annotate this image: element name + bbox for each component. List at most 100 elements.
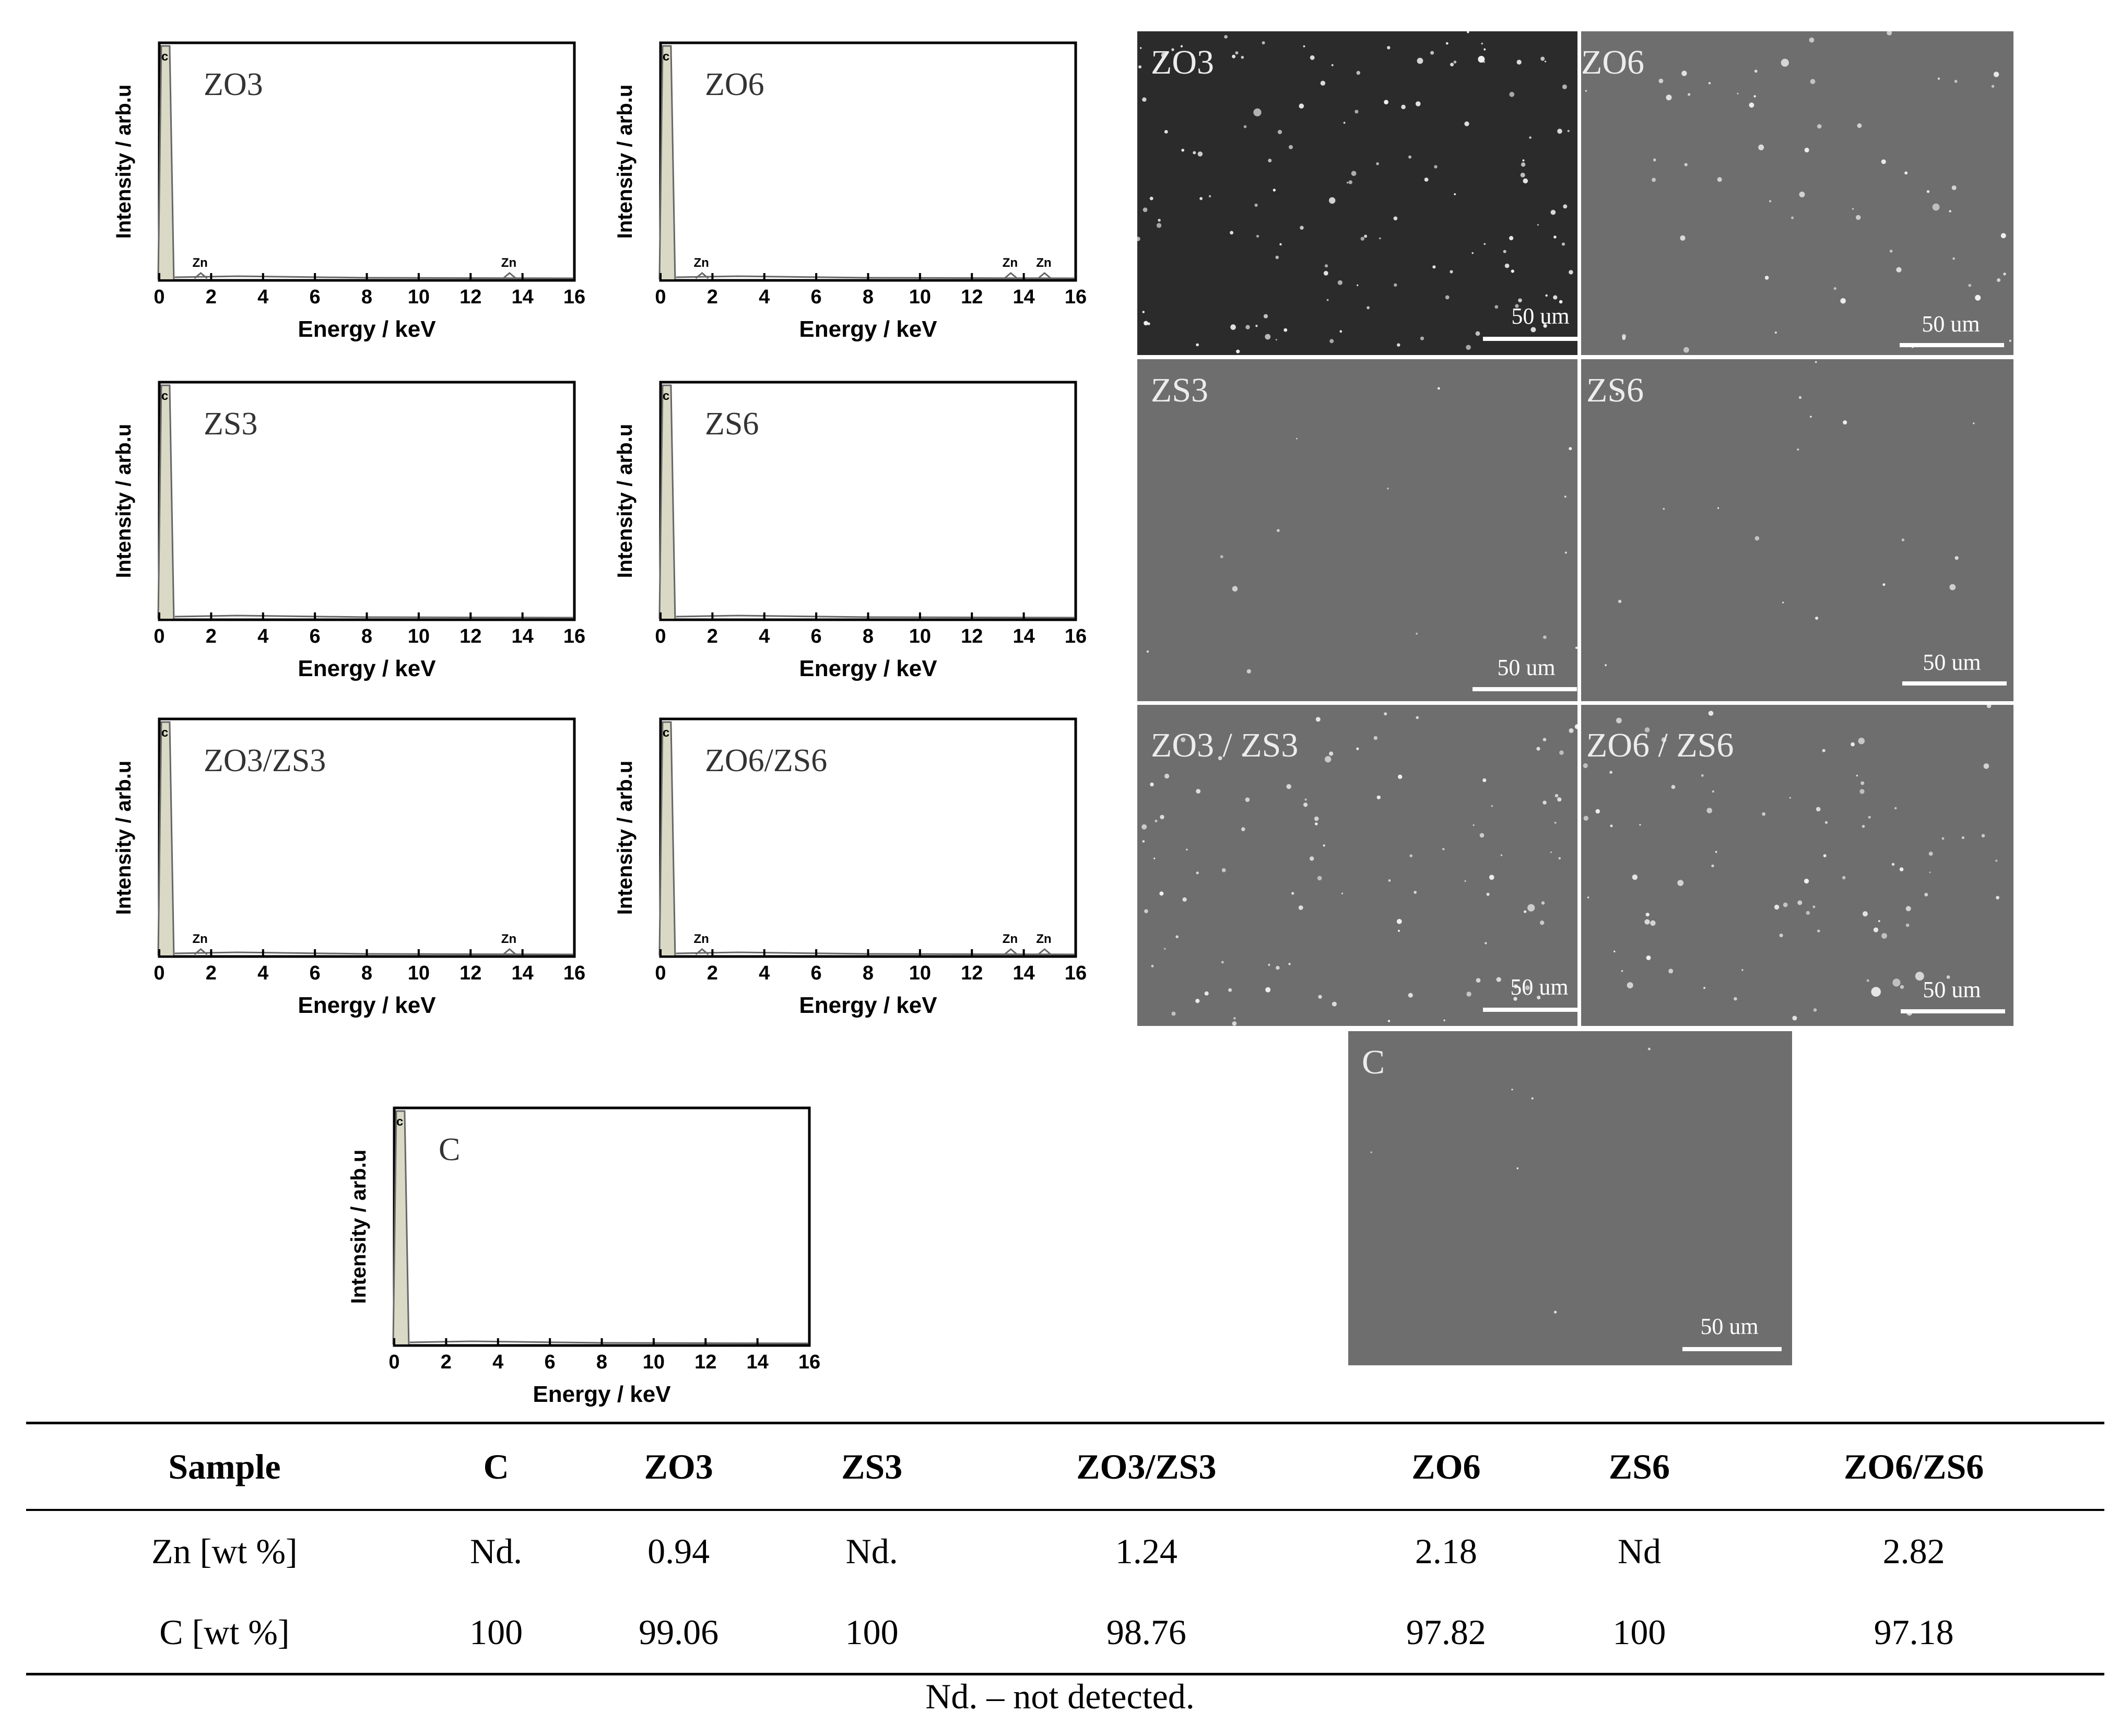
x-tick-label: 2 xyxy=(707,286,718,308)
sem-particle xyxy=(1276,965,1280,970)
table-cell: Zn [wt %] xyxy=(151,1531,298,1571)
peak-zn xyxy=(1038,948,1052,955)
sem-particle xyxy=(1417,57,1423,64)
peak-zn xyxy=(695,948,709,955)
peak-c xyxy=(658,721,676,956)
sem-particle xyxy=(1663,507,1665,510)
sem-particle xyxy=(1524,910,1527,913)
y-axis-label: Intensity / arb.u xyxy=(112,85,135,239)
sem-particle xyxy=(1542,738,1547,741)
sem-background xyxy=(1348,1031,1792,1365)
sem-particle xyxy=(1717,177,1722,182)
table-cell: 2.82 xyxy=(1882,1531,1945,1571)
sem-particle xyxy=(1221,868,1226,872)
sem-particle xyxy=(1975,294,1981,301)
sem-particle xyxy=(1236,349,1240,353)
sem-particle xyxy=(1438,387,1440,390)
header-cell: ZO6/ZS6 xyxy=(1723,1422,2104,1511)
x-tick-label: 8 xyxy=(361,625,372,647)
sem-particle xyxy=(1815,361,1817,363)
x-tick-label: 12 xyxy=(694,1351,716,1373)
header-cell: ZO3/ZS3 xyxy=(956,1422,1337,1511)
x-axis-label: Energy / keV xyxy=(533,1381,671,1407)
sem-particle xyxy=(1901,538,1905,541)
sem-particle xyxy=(1453,61,1457,64)
sem-particle xyxy=(1360,237,1364,241)
sem-particle xyxy=(1537,224,1539,226)
x-tick-label: 2 xyxy=(707,625,718,647)
peak-label: Zn xyxy=(193,256,208,270)
x-axis-label: Energy / keV xyxy=(298,993,436,1018)
peak-zn xyxy=(502,948,516,955)
sem-image-zo6-zs6: ZO6 / ZS6 50 um xyxy=(1581,705,2013,1026)
sem-particle xyxy=(1420,336,1424,340)
y-axis-label: Intensity / arb.u xyxy=(347,1150,370,1304)
sem-particle xyxy=(1543,324,1547,328)
sem-particle xyxy=(1797,448,1799,451)
sem-particle xyxy=(1949,210,1951,212)
sem-particle xyxy=(1199,197,1203,200)
sem-particle xyxy=(1813,1008,1817,1012)
sem-particle xyxy=(1511,269,1514,273)
sem-texture xyxy=(1137,359,1577,701)
sem-particle xyxy=(1516,1167,1519,1170)
sem-particle xyxy=(1161,52,1167,58)
sem-particle xyxy=(1583,816,1588,821)
sem-particle xyxy=(1559,750,1564,755)
sem-particle xyxy=(1346,182,1349,184)
sem-particle xyxy=(1866,979,1869,982)
header-cell: C xyxy=(422,1422,570,1511)
sem-particle xyxy=(1792,1015,1797,1021)
sem-particle xyxy=(1536,747,1540,751)
sem-particle xyxy=(1351,171,1357,176)
sem-particle xyxy=(1241,56,1244,59)
x-tick-label: 8 xyxy=(361,286,372,308)
y-axis-label: Intensity / arb.u xyxy=(614,424,637,578)
sem-particle xyxy=(1804,879,1809,884)
sem-particle xyxy=(1774,904,1780,910)
peak-label: c xyxy=(161,726,168,740)
sem-particle xyxy=(1915,972,1924,981)
sem-particle xyxy=(1242,753,1246,757)
sem-particle xyxy=(1279,243,1282,246)
sem-particle xyxy=(1997,278,2001,282)
sem-particle xyxy=(1553,235,1557,239)
sem-particle xyxy=(1142,840,1145,843)
sem-particle xyxy=(1277,129,1282,134)
y-axis-label: Intensity / arb.u xyxy=(112,761,135,915)
sem-particle xyxy=(1466,345,1471,350)
sem-image-zo3: ZO3 50 um xyxy=(1137,31,1577,355)
sem-particle xyxy=(1684,163,1688,167)
sem-particle xyxy=(1471,252,1474,254)
peak-zn xyxy=(1004,948,1018,955)
table-cell: Nd. xyxy=(845,1531,898,1571)
sem-particle xyxy=(1995,859,1998,862)
x-tick-label: 16 xyxy=(563,286,585,308)
sem-particle xyxy=(1454,193,1456,195)
sem-particle xyxy=(1717,507,1719,509)
sem-background xyxy=(1581,31,2013,355)
sem-particle xyxy=(1357,284,1359,287)
sem-particle xyxy=(1891,863,1895,866)
sem-particle xyxy=(2003,273,2006,276)
sem-particle xyxy=(1144,909,1148,914)
y-axis-label: Intensity / arb.u xyxy=(614,85,637,239)
sem-particle xyxy=(1688,93,1691,96)
sem-particle xyxy=(1833,287,1836,290)
x-tick-label: 4 xyxy=(759,962,770,984)
sem-particle xyxy=(1265,987,1271,993)
sem-particle xyxy=(1650,920,1656,926)
sem-particle xyxy=(1563,204,1568,209)
sem-particle xyxy=(1749,102,1754,108)
peak-label: Zn xyxy=(1036,256,1051,270)
table-row: Zn [wt %] Nd. 0.94 Nd. 1.24 2.18 Nd 2.82 xyxy=(26,1510,2104,1592)
scale-bar-label: 50 um xyxy=(1511,303,1570,329)
sem-particle xyxy=(1204,991,1209,996)
sem-texture xyxy=(1581,705,2013,1026)
sem-particle xyxy=(1339,330,1342,333)
sem-particle xyxy=(1951,185,1957,191)
sem-particle xyxy=(1341,892,1344,894)
sem-particle xyxy=(1677,880,1684,886)
sem-particle xyxy=(1644,727,1650,733)
x-tick-label: 4 xyxy=(257,286,268,308)
